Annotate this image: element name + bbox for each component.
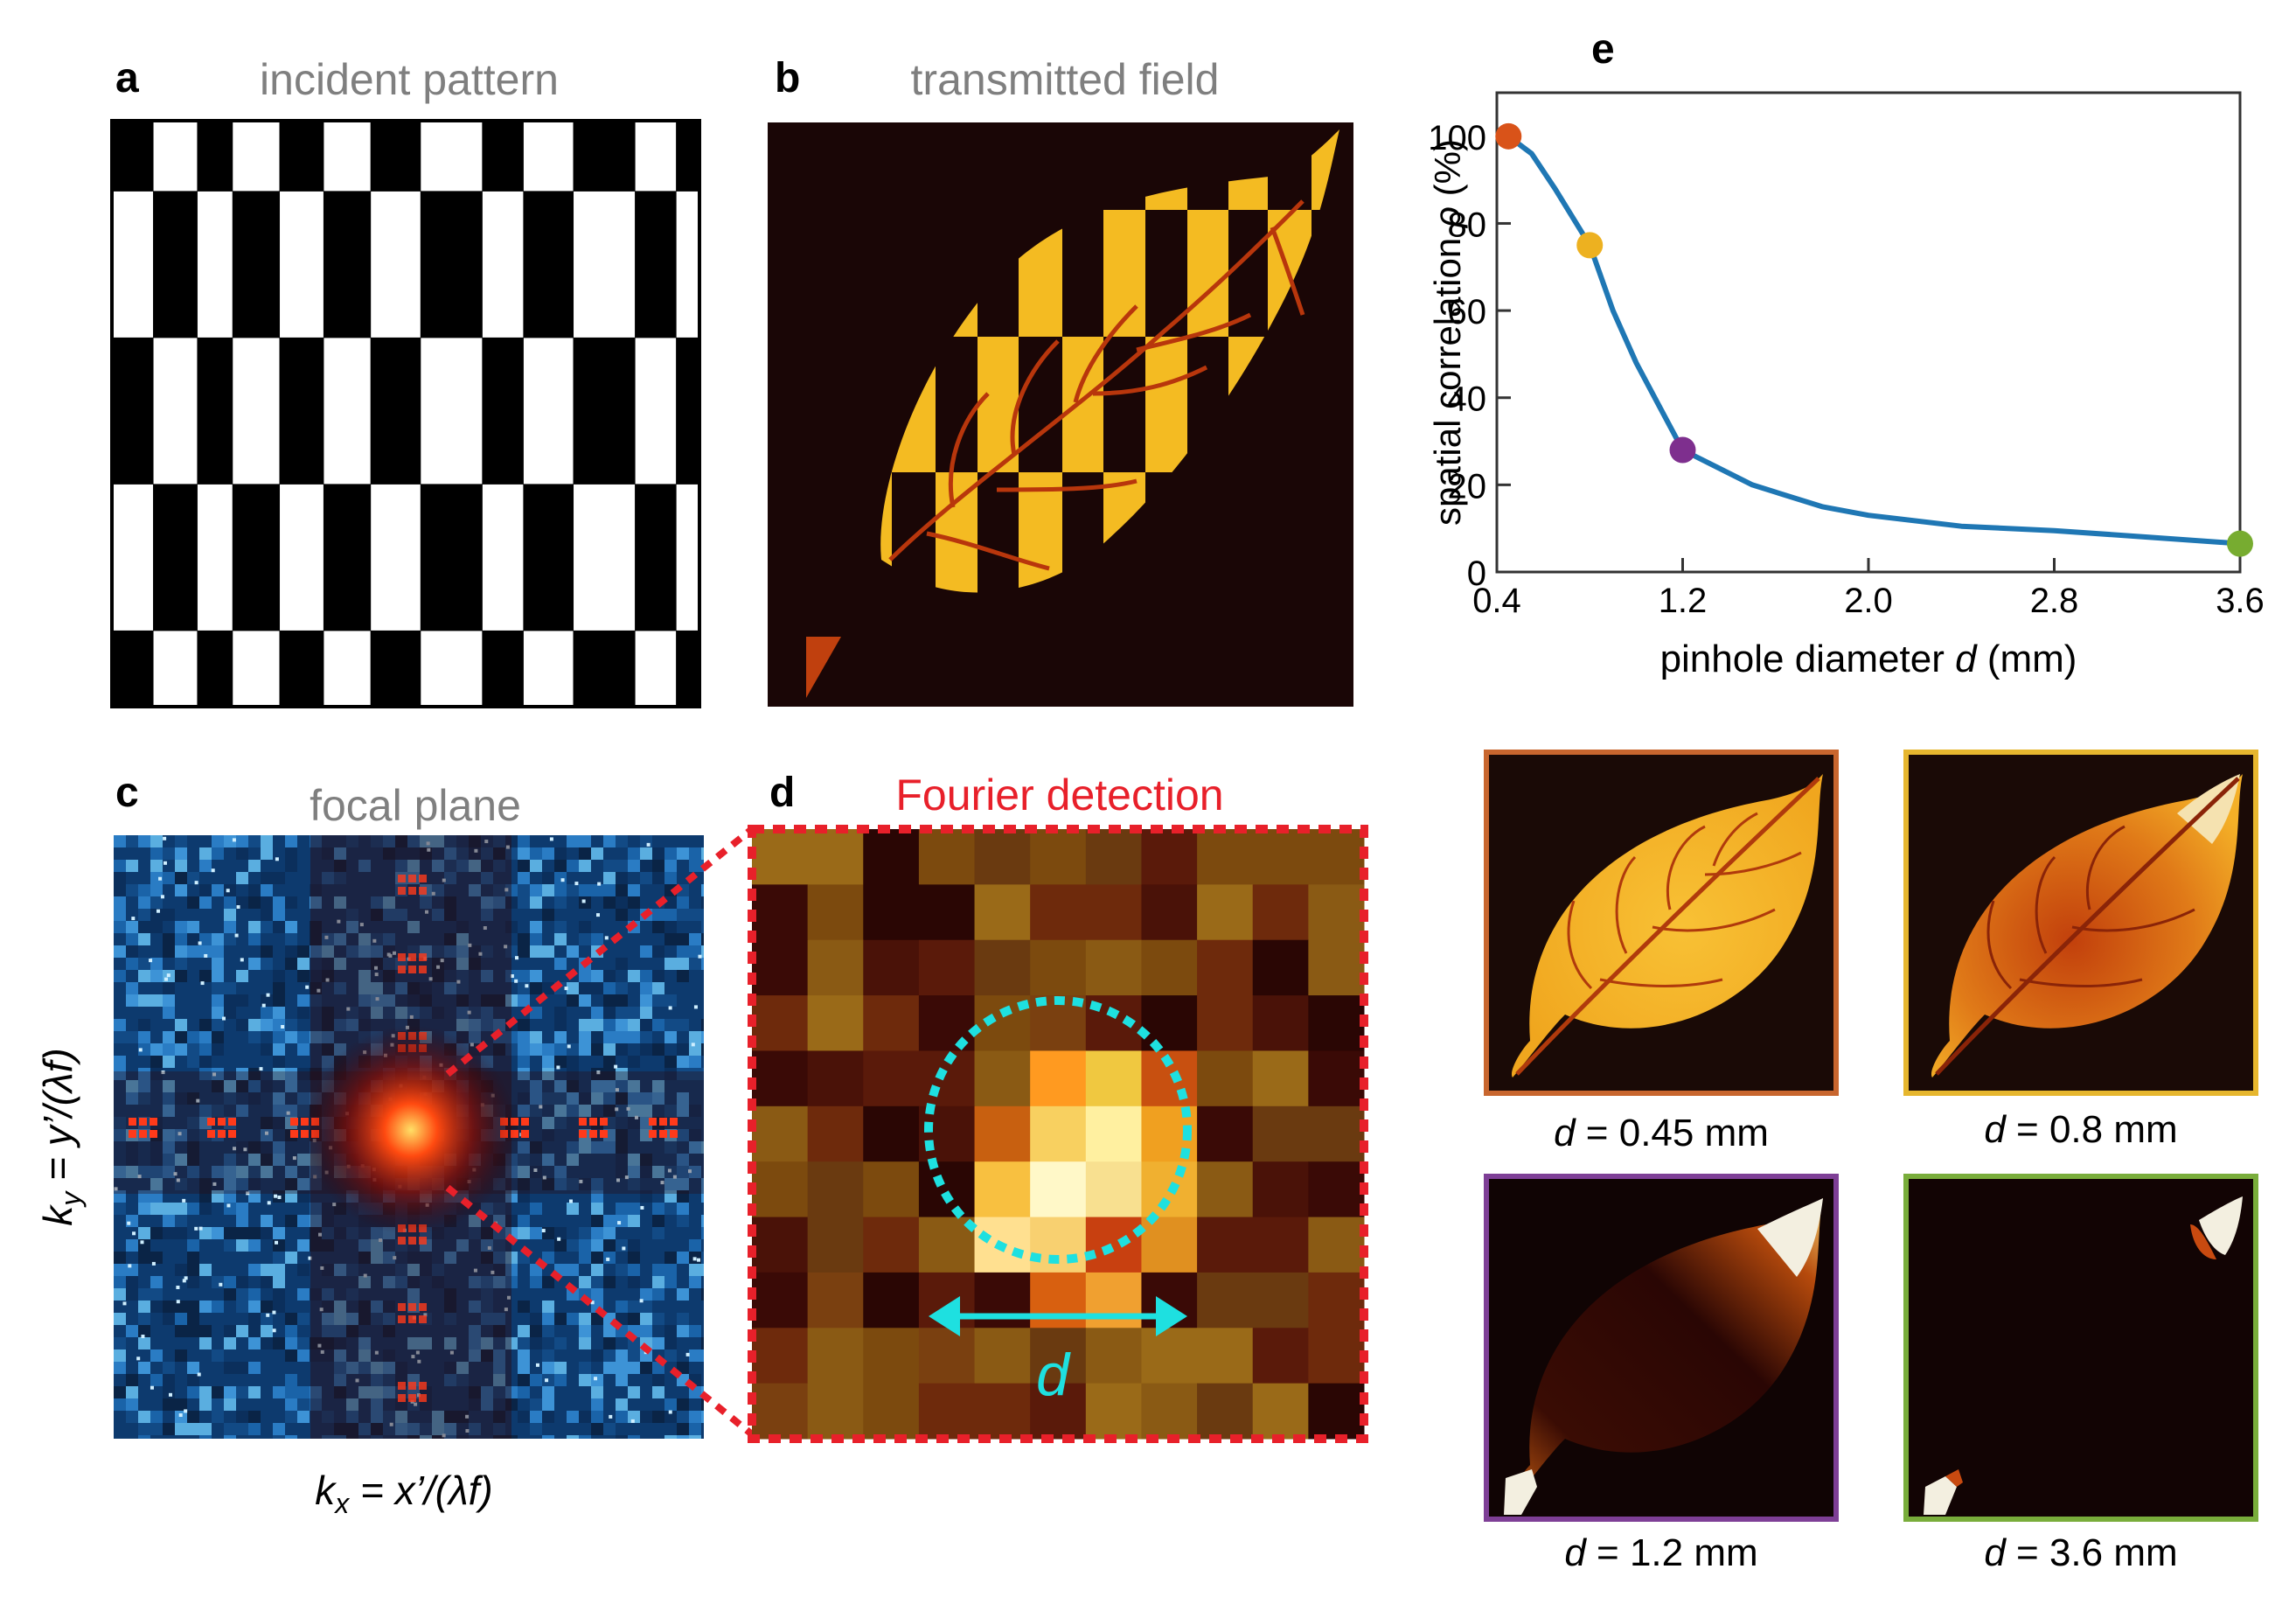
highlight-point xyxy=(1576,232,1604,259)
panel-c-title: focal plane xyxy=(310,781,521,830)
panel-d-letter: d xyxy=(769,770,795,816)
checker-cell xyxy=(420,484,483,631)
checker-cell xyxy=(153,484,198,631)
chart-plot-area xyxy=(1495,91,2242,574)
panel-d-title: Fourier detection xyxy=(895,771,1223,819)
incident-pattern-image xyxy=(112,121,700,708)
panel-c-ylabel: ky = y’/(λf) xyxy=(35,1048,87,1225)
panel-a-title: incident pattern xyxy=(260,55,559,104)
checker-cell xyxy=(635,191,677,338)
thumbnail-08 xyxy=(1903,750,2258,1096)
x-tick-label: 0.4 xyxy=(1472,582,1521,620)
highlight-point xyxy=(1495,122,1522,150)
checker-cell xyxy=(573,337,636,485)
y-tick-label: 20 xyxy=(1448,467,1487,506)
chart-xlabel: pinhole diameter d (mm) xyxy=(1660,638,2077,680)
transmitted-field-image xyxy=(768,122,1353,707)
thumbnail-36-caption: d = 3.6 mm xyxy=(1984,1531,2177,1574)
checker-cell xyxy=(676,337,700,485)
checker-cell xyxy=(370,337,421,485)
thumbnail-08-caption: d = 0.8 mm xyxy=(1984,1108,2177,1151)
thumbnail-045-caption: d = 0.45 mm xyxy=(1554,1112,1769,1154)
diameter-label: d xyxy=(1036,1342,1071,1408)
checker-cell xyxy=(232,484,281,631)
fourier-detection-frame xyxy=(748,825,1368,1443)
checker-cell xyxy=(232,191,281,338)
thumbnail-12 xyxy=(1484,1174,1839,1522)
checker-cell xyxy=(573,630,636,708)
x-tick-label: 1.2 xyxy=(1659,582,1708,620)
checker-cell xyxy=(370,121,421,192)
checker-cell xyxy=(112,337,154,485)
y-tick-label: 60 xyxy=(1448,293,1487,331)
checker-cell xyxy=(676,121,700,192)
checker-cell xyxy=(279,121,324,192)
thumbnail-36 xyxy=(1903,1174,2258,1522)
checker-cell xyxy=(197,337,233,485)
checker-cell xyxy=(523,484,574,631)
panel-e-letter: e xyxy=(1591,26,1615,73)
x-tick-label: 2.8 xyxy=(2030,582,2079,620)
incident-pattern-frame xyxy=(110,119,701,708)
y-tick-label: 0 xyxy=(1467,554,1486,593)
checker-cell xyxy=(482,121,524,192)
checker-cell xyxy=(420,191,483,338)
fourier-detection-image xyxy=(752,829,1365,1440)
checker-cell xyxy=(323,484,372,631)
checker-cell xyxy=(197,630,233,708)
checker-cell xyxy=(112,121,154,192)
checker-cell xyxy=(279,337,324,485)
checker-cell xyxy=(573,121,636,192)
checker-cell xyxy=(482,630,524,708)
y-tick-label: 100 xyxy=(1428,119,1486,157)
checker-cell xyxy=(112,630,154,708)
svg-text:ky = y’/(λf): ky = y’/(λf) xyxy=(35,1048,87,1225)
thumbnail-045 xyxy=(1484,750,1839,1096)
panel-a-letter: a xyxy=(115,55,139,101)
checker-cell xyxy=(523,191,574,338)
zoom-line-bottom xyxy=(445,1184,755,1438)
highlight-point xyxy=(1669,436,1696,464)
checker-cell xyxy=(676,630,700,708)
panel-b-title: transmitted field xyxy=(911,55,1220,104)
correlation-chart: 0 20 40 60 80 100 0.4 1.2 2.0 2.8 3.6 spatial cor… xyxy=(1427,91,2265,680)
y-tick-label: 80 xyxy=(1448,206,1487,244)
diameter-arrow xyxy=(929,1296,1187,1336)
focal-plane-image xyxy=(114,835,704,1439)
checker-cell xyxy=(279,630,324,708)
highlight-point xyxy=(2227,530,2253,557)
thumbnail-12-caption: d = 1.2 mm xyxy=(1564,1531,1757,1574)
zoom-line-top xyxy=(445,826,755,1077)
series-line-correlation xyxy=(1506,134,2241,547)
pinhole-circle xyxy=(924,996,1192,1264)
panel-b-letter: b xyxy=(775,55,800,101)
checker-cell xyxy=(635,484,677,631)
y-tick-label: 40 xyxy=(1448,380,1487,419)
x-tick-label: 3.6 xyxy=(2216,582,2265,620)
panel-c-xlabel: kx = x’/(λf) xyxy=(315,1468,492,1519)
panel-c-letter: c xyxy=(115,770,139,816)
checker-cell xyxy=(370,630,421,708)
checker-cell xyxy=(323,191,372,338)
checker-cell xyxy=(197,121,233,192)
chart-ylabel: spatial correlation ρ (%) xyxy=(1427,139,1468,526)
checker-cell xyxy=(482,337,524,485)
checker-cell xyxy=(153,191,198,338)
x-tick-label: 2.0 xyxy=(1844,582,1893,620)
